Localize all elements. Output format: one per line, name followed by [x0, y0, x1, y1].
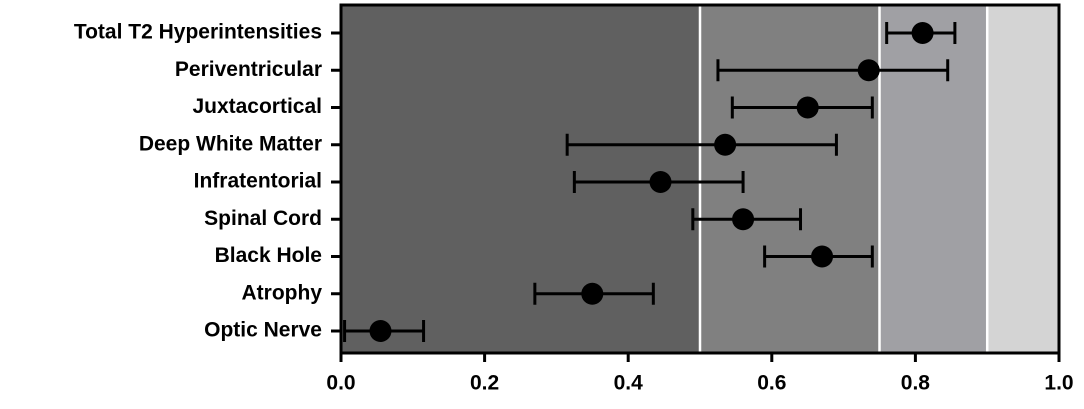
x-tick-label: 0.4 — [614, 372, 644, 395]
point — [796, 96, 819, 119]
band — [987, 5, 1059, 353]
band — [879, 5, 988, 353]
y-tick-label: Deep White Matter — [139, 132, 322, 155]
band — [700, 5, 880, 353]
x-tick-label: 0.6 — [757, 372, 786, 395]
point — [369, 320, 392, 342]
point — [732, 208, 755, 231]
point — [581, 282, 604, 305]
y-tick-label: Juxtacortical — [192, 95, 322, 118]
x-tick-label: 0.0 — [326, 372, 355, 395]
y-tick-label: Atrophy — [242, 281, 323, 304]
plot-frame — [339, 3, 1061, 355]
point — [714, 133, 737, 156]
band — [341, 5, 700, 353]
y-tick-label: Spinal Cord — [204, 207, 322, 230]
point — [811, 245, 834, 268]
y-tick-label: Optic Nerve — [204, 319, 322, 342]
x-tick-label: 0.2 — [470, 372, 499, 395]
point — [911, 22, 934, 44]
y-tick-label: Infratentorial — [194, 170, 322, 193]
point — [857, 59, 880, 82]
y-tick-label: Total T2 Hyperintensities — [74, 21, 322, 44]
y-tick-label: Black Hole — [215, 244, 322, 267]
x-tick-label: 0.8 — [901, 372, 931, 395]
point — [649, 171, 672, 193]
y-tick-label: Periventricular — [175, 58, 322, 81]
x-tick-label: 1.0 — [1044, 372, 1073, 395]
